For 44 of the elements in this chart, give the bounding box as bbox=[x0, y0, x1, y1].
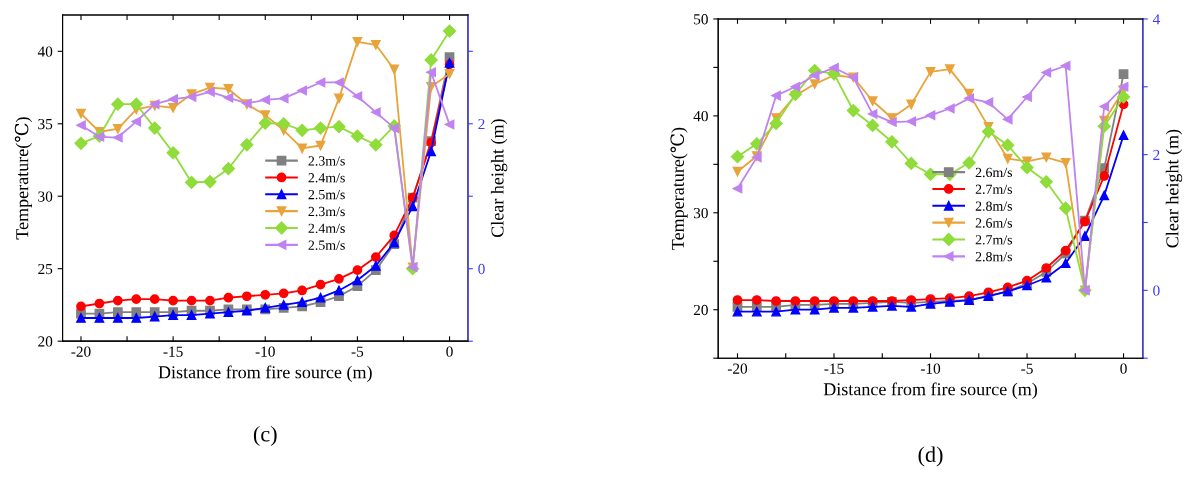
y2-tick-label: 0 bbox=[478, 263, 485, 275]
x-tick-label: -15 bbox=[163, 346, 183, 357]
legend-label: 2.3m/s bbox=[308, 206, 345, 217]
y-tick-label: 35 bbox=[38, 118, 53, 130]
y2-tick-label: 2 bbox=[1153, 149, 1160, 160]
y-axis-title: Temperature(℃) bbox=[670, 127, 688, 250]
legend-label: 2.6m/s bbox=[975, 218, 1013, 228]
x-tick-label: -15 bbox=[824, 363, 844, 374]
x-tick-label: -10 bbox=[255, 346, 275, 357]
y-tick-label: 50 bbox=[694, 14, 708, 25]
x-tick-label: 0 bbox=[1120, 363, 1127, 374]
y-tick-label: 40 bbox=[693, 111, 708, 122]
y-tick-label: 40 bbox=[37, 46, 53, 57]
y2-axis-title: Clear height (m) bbox=[490, 119, 508, 238]
y-tick-label: 30 bbox=[693, 207, 708, 219]
x-tick-label: -20 bbox=[727, 363, 748, 374]
y2-axis-title: Clear height (m) bbox=[1165, 129, 1183, 248]
x-tick-label: -20 bbox=[71, 346, 91, 357]
y-tick-label: 20 bbox=[38, 336, 53, 347]
text: (d) bbox=[918, 446, 943, 467]
legend-label: 2.5m/s bbox=[308, 240, 345, 250]
legend-label: 2.3m/s bbox=[308, 156, 345, 166]
legend-label: 2.4m/s bbox=[308, 223, 345, 234]
y-tick-label: 30 bbox=[38, 191, 53, 202]
y-axis-title: Temperature(℃) bbox=[14, 117, 32, 240]
y2-tick-label: 2 bbox=[478, 118, 485, 130]
x-axis-title: Distance from fire source (m) bbox=[158, 365, 372, 382]
y-tick-label: 25 bbox=[38, 263, 53, 275]
x-axis-title: Distance from fire source (m) bbox=[823, 382, 1038, 400]
y-tick-label: 20 bbox=[693, 304, 708, 316]
text: (c) bbox=[253, 425, 277, 447]
legend-label: 2.7m/s bbox=[975, 184, 1013, 195]
y2-tick-label: 4 bbox=[1152, 14, 1160, 25]
legend-label: 2.7m/s bbox=[975, 235, 1013, 245]
y2-tick-label: 0 bbox=[1153, 285, 1160, 296]
legend-label: 2.6m/s bbox=[975, 167, 1013, 178]
x-tick-label: 0 bbox=[446, 346, 453, 357]
legend-label: 2.5m/s bbox=[308, 189, 345, 200]
legend-label: 2.8m/s bbox=[975, 201, 1013, 211]
x-tick-label: -10 bbox=[920, 363, 941, 374]
legend-label: 2.4m/s bbox=[308, 173, 345, 183]
x-tick-label: -5 bbox=[351, 346, 364, 357]
legend-label: 2.8m/s bbox=[975, 251, 1013, 262]
x-tick-label: -5 bbox=[1021, 363, 1033, 374]
